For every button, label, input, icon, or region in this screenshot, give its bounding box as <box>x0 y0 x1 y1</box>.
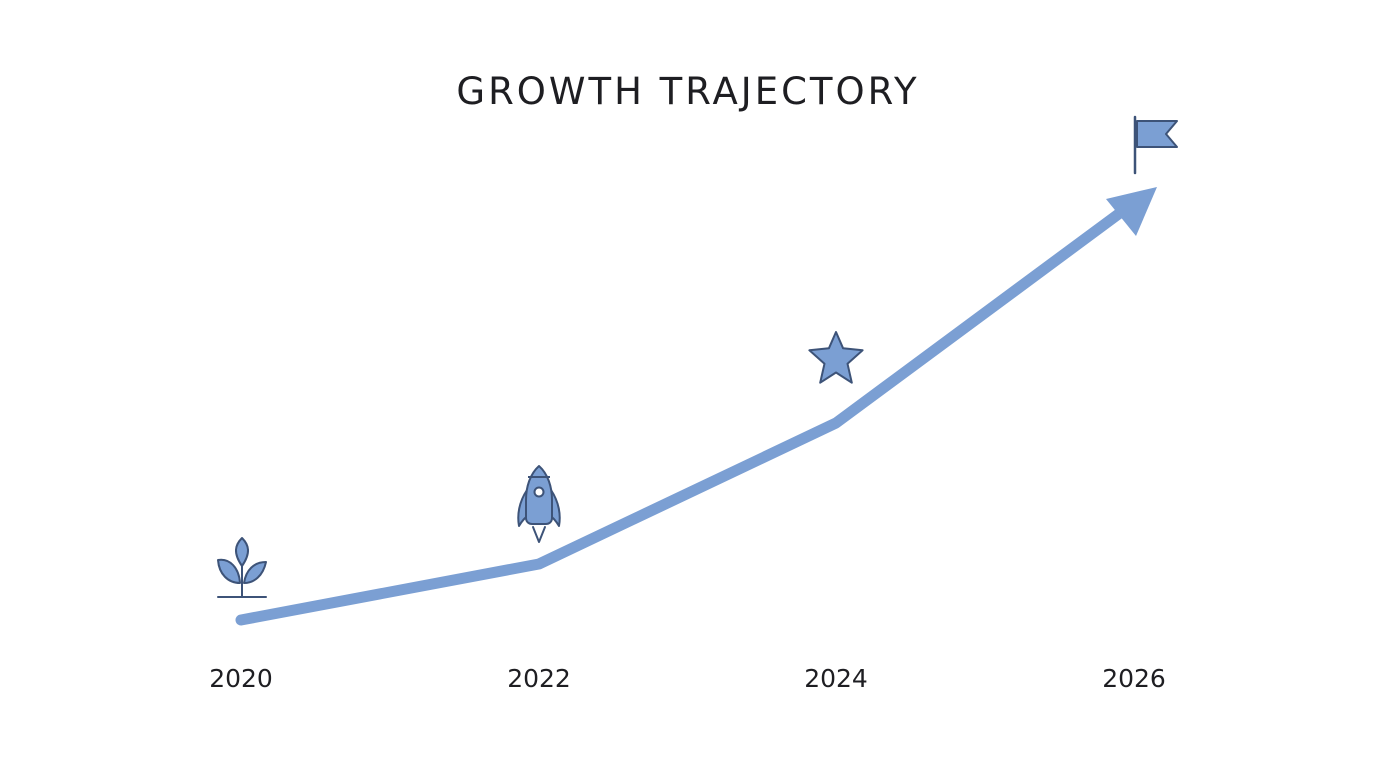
star-icon <box>808 331 864 384</box>
year-label-2024: 2024 <box>804 664 868 693</box>
trajectory-line <box>235 201 1134 626</box>
diagram-title: GROWTH TRAJECTORY <box>456 70 920 113</box>
year-label-2022: 2022 <box>507 664 571 693</box>
year-label-2020: 2020 <box>209 664 273 693</box>
sprout-icon <box>217 537 267 598</box>
flag-icon <box>1133 115 1178 175</box>
rocket-icon <box>517 465 561 543</box>
trajectory-arrowhead <box>1106 187 1157 236</box>
year-label-2026: 2026 <box>1102 664 1166 693</box>
